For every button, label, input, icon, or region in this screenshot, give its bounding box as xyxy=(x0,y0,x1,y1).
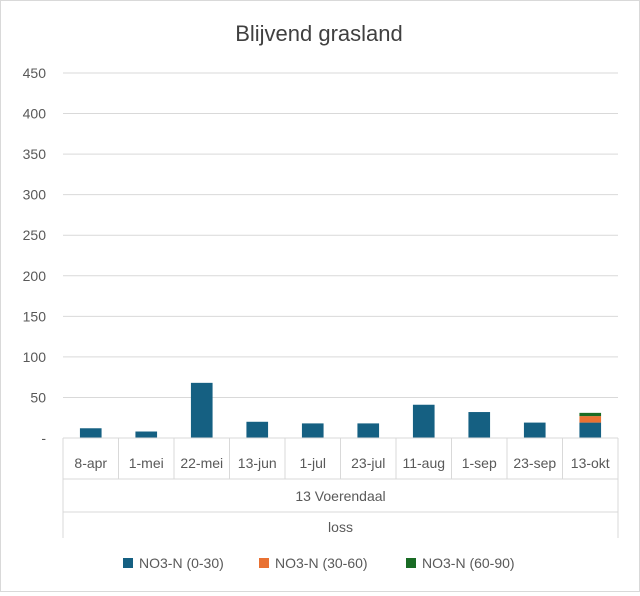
y-tick-label: 400 xyxy=(23,106,47,122)
y-tick-label: 100 xyxy=(23,349,47,365)
y-axis-ticks: - 50 100 150 200 250 300 350 400 450 xyxy=(23,65,47,446)
x-tick-label: 1-mei xyxy=(129,455,164,471)
y-tick-label: - xyxy=(41,430,46,446)
x-tick-label: 23-jul xyxy=(351,455,385,471)
x-axis: 8-apr 1-mei 22-mei 13-jun 1-jul 23-jul 11-aug 1… xyxy=(62,437,619,538)
x-tick-label: 23-sep xyxy=(513,455,556,471)
bar xyxy=(523,422,546,438)
x-tick-label: 22-mei xyxy=(180,455,223,471)
y-tick-label: 50 xyxy=(30,389,46,405)
x-tick-label: 13-okt xyxy=(571,455,610,471)
bar xyxy=(579,422,602,438)
x-group-label: loss xyxy=(328,519,353,535)
bar xyxy=(135,431,158,438)
legend-swatch xyxy=(259,558,269,568)
x-tick-label: 8-apr xyxy=(74,455,107,471)
bars xyxy=(79,382,602,438)
x-tick-label: 13-jun xyxy=(238,455,277,471)
legend-swatch xyxy=(123,558,133,568)
chart-title: Blijvend grasland xyxy=(235,21,403,46)
bar xyxy=(412,404,435,438)
bar xyxy=(579,416,602,423)
y-tick-label: 300 xyxy=(23,187,47,203)
y-tick-label: 450 xyxy=(23,65,47,81)
y-tick-label: 350 xyxy=(23,146,47,162)
bar xyxy=(468,412,491,438)
y-tick-label: 200 xyxy=(23,268,47,284)
bar xyxy=(79,428,102,438)
x-tick-label: 1-sep xyxy=(462,455,497,471)
grid-layer xyxy=(63,72,618,439)
x-tick-label: 1-jul xyxy=(300,455,326,471)
legend-swatch xyxy=(406,558,416,568)
legend-label: NO3-N (60-90) xyxy=(422,555,515,571)
x-tick-label: 11-aug xyxy=(402,455,445,471)
legend-label: NO3-N (30-60) xyxy=(275,555,368,571)
bar xyxy=(190,382,213,438)
legend: NO3-N (0-30) NO3-N (30-60) NO3-N (60-90) xyxy=(123,555,515,571)
bar xyxy=(246,421,269,438)
bar xyxy=(357,423,380,438)
legend-label: NO3-N (0-30) xyxy=(139,555,224,571)
bar xyxy=(579,412,602,417)
x-group-label: 13 Voerendaal xyxy=(295,488,385,504)
y-tick-label: 250 xyxy=(23,227,47,243)
y-tick-label: 150 xyxy=(23,308,47,324)
bar xyxy=(301,423,324,438)
